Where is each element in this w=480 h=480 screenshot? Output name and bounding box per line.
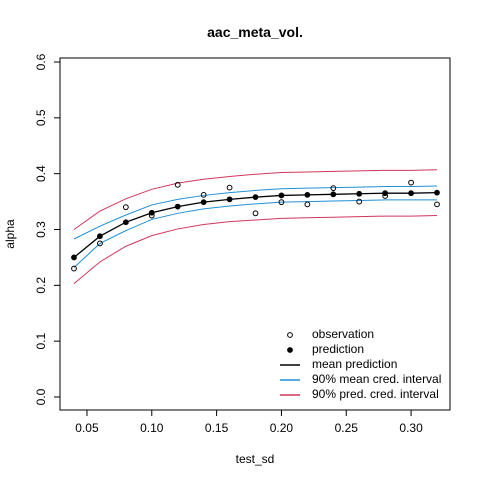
pred-interval-lower-line	[73, 215, 438, 285]
legend-label: mean prediction	[312, 357, 397, 371]
mean-interval-lower-line	[73, 199, 437, 268]
y-tick-label: 0.6	[34, 53, 48, 70]
prediction-point	[97, 233, 103, 240]
y-tick-label: 0.3	[34, 221, 48, 238]
legend-prediction-symbol	[287, 347, 293, 353]
pred-interval-upper-line	[73, 169, 438, 230]
prediction-point	[226, 196, 233, 203]
prediction-point	[122, 219, 129, 226]
observation-point	[148, 212, 155, 219]
y-tick-label: 0.1	[34, 333, 48, 350]
x-axis-label: test_sd	[236, 452, 275, 466]
observation-point	[97, 240, 103, 247]
x-axis: 0.05 0.10 0.15 0.20 0.25 0.30	[75, 409, 423, 435]
prediction-point	[330, 191, 337, 198]
observation-point	[304, 201, 311, 208]
legend-item: 90% mean cred. interval	[280, 372, 441, 386]
prediction-point	[200, 199, 207, 206]
prediction-point	[304, 191, 311, 198]
observation-point	[408, 179, 414, 186]
prediction-point	[434, 189, 440, 196]
mean-interval-upper-line	[73, 185, 438, 240]
prediction-point	[71, 254, 77, 261]
prediction-point	[356, 190, 363, 197]
x-tick-label: 0.15	[205, 421, 229, 435]
x-tick-label: 0.20	[270, 421, 294, 435]
legend-item: prediction	[287, 342, 364, 356]
y-tick-label: 0.0	[34, 388, 48, 405]
prediction-point	[252, 194, 259, 201]
prediction-point	[174, 203, 181, 210]
observation-point	[226, 184, 233, 191]
prediction-point	[278, 192, 285, 199]
points-layer	[71, 179, 440, 272]
legend-item: 90% pred. cred. interval	[280, 387, 439, 401]
y-axis-label: alpha	[3, 219, 17, 249]
y-tick-label: 0.4	[34, 165, 48, 182]
observation-point	[200, 191, 207, 198]
y-tick-label: 0.2	[34, 277, 48, 294]
series-layer	[73, 169, 438, 285]
legend-label: observation	[312, 327, 374, 341]
chart-title: aac_meta_vol.	[207, 24, 303, 40]
x-tick-label: 0.10	[140, 421, 164, 435]
observation-point	[382, 193, 389, 199]
y-tick-label: 0.5	[34, 109, 48, 126]
y-axis: 0.0 0.1 0.2 0.3 0.4 0.5 0.6	[34, 53, 61, 405]
x-tick-label: 0.05	[75, 421, 99, 435]
x-tick-label: 0.30	[399, 421, 423, 435]
legend-label: 90% mean cred. interval	[312, 372, 441, 386]
x-tick-label: 0.25	[335, 421, 359, 435]
mean-prediction-line	[73, 192, 438, 258]
legend-item: observation	[287, 327, 374, 341]
legend-label: prediction	[312, 342, 364, 356]
observation-point	[122, 204, 129, 211]
legend-label: 90% pred. cred. interval	[312, 387, 439, 401]
legend-item: mean prediction	[280, 357, 397, 371]
observation-point	[71, 265, 77, 272]
observation-point	[278, 199, 285, 206]
legend-observation-symbol	[287, 332, 293, 338]
observation-point	[174, 181, 181, 188]
observation-point	[252, 210, 259, 217]
observation-point	[356, 198, 363, 205]
observation-point	[434, 201, 440, 208]
prediction-point	[408, 190, 414, 197]
observation-point	[330, 185, 337, 192]
